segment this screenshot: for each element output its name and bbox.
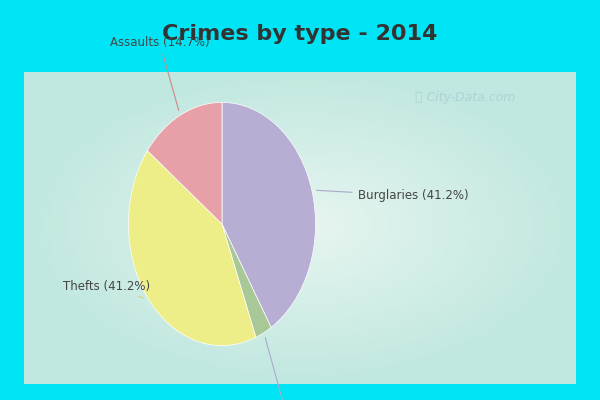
Wedge shape <box>222 224 271 337</box>
Text: Burglaries (41.2%): Burglaries (41.2%) <box>317 189 468 202</box>
Wedge shape <box>148 102 222 224</box>
Text: Assaults (14.7%): Assaults (14.7%) <box>110 36 209 110</box>
Text: ⓘ City-Data.com: ⓘ City-Data.com <box>415 92 515 104</box>
Wedge shape <box>128 151 256 346</box>
Wedge shape <box>222 102 316 328</box>
Text: Crimes by type - 2014: Crimes by type - 2014 <box>163 24 437 44</box>
Text: Thefts (41.2%): Thefts (41.2%) <box>63 280 150 298</box>
Text: Auto thefts (2.9%): Auto thefts (2.9%) <box>235 338 343 400</box>
